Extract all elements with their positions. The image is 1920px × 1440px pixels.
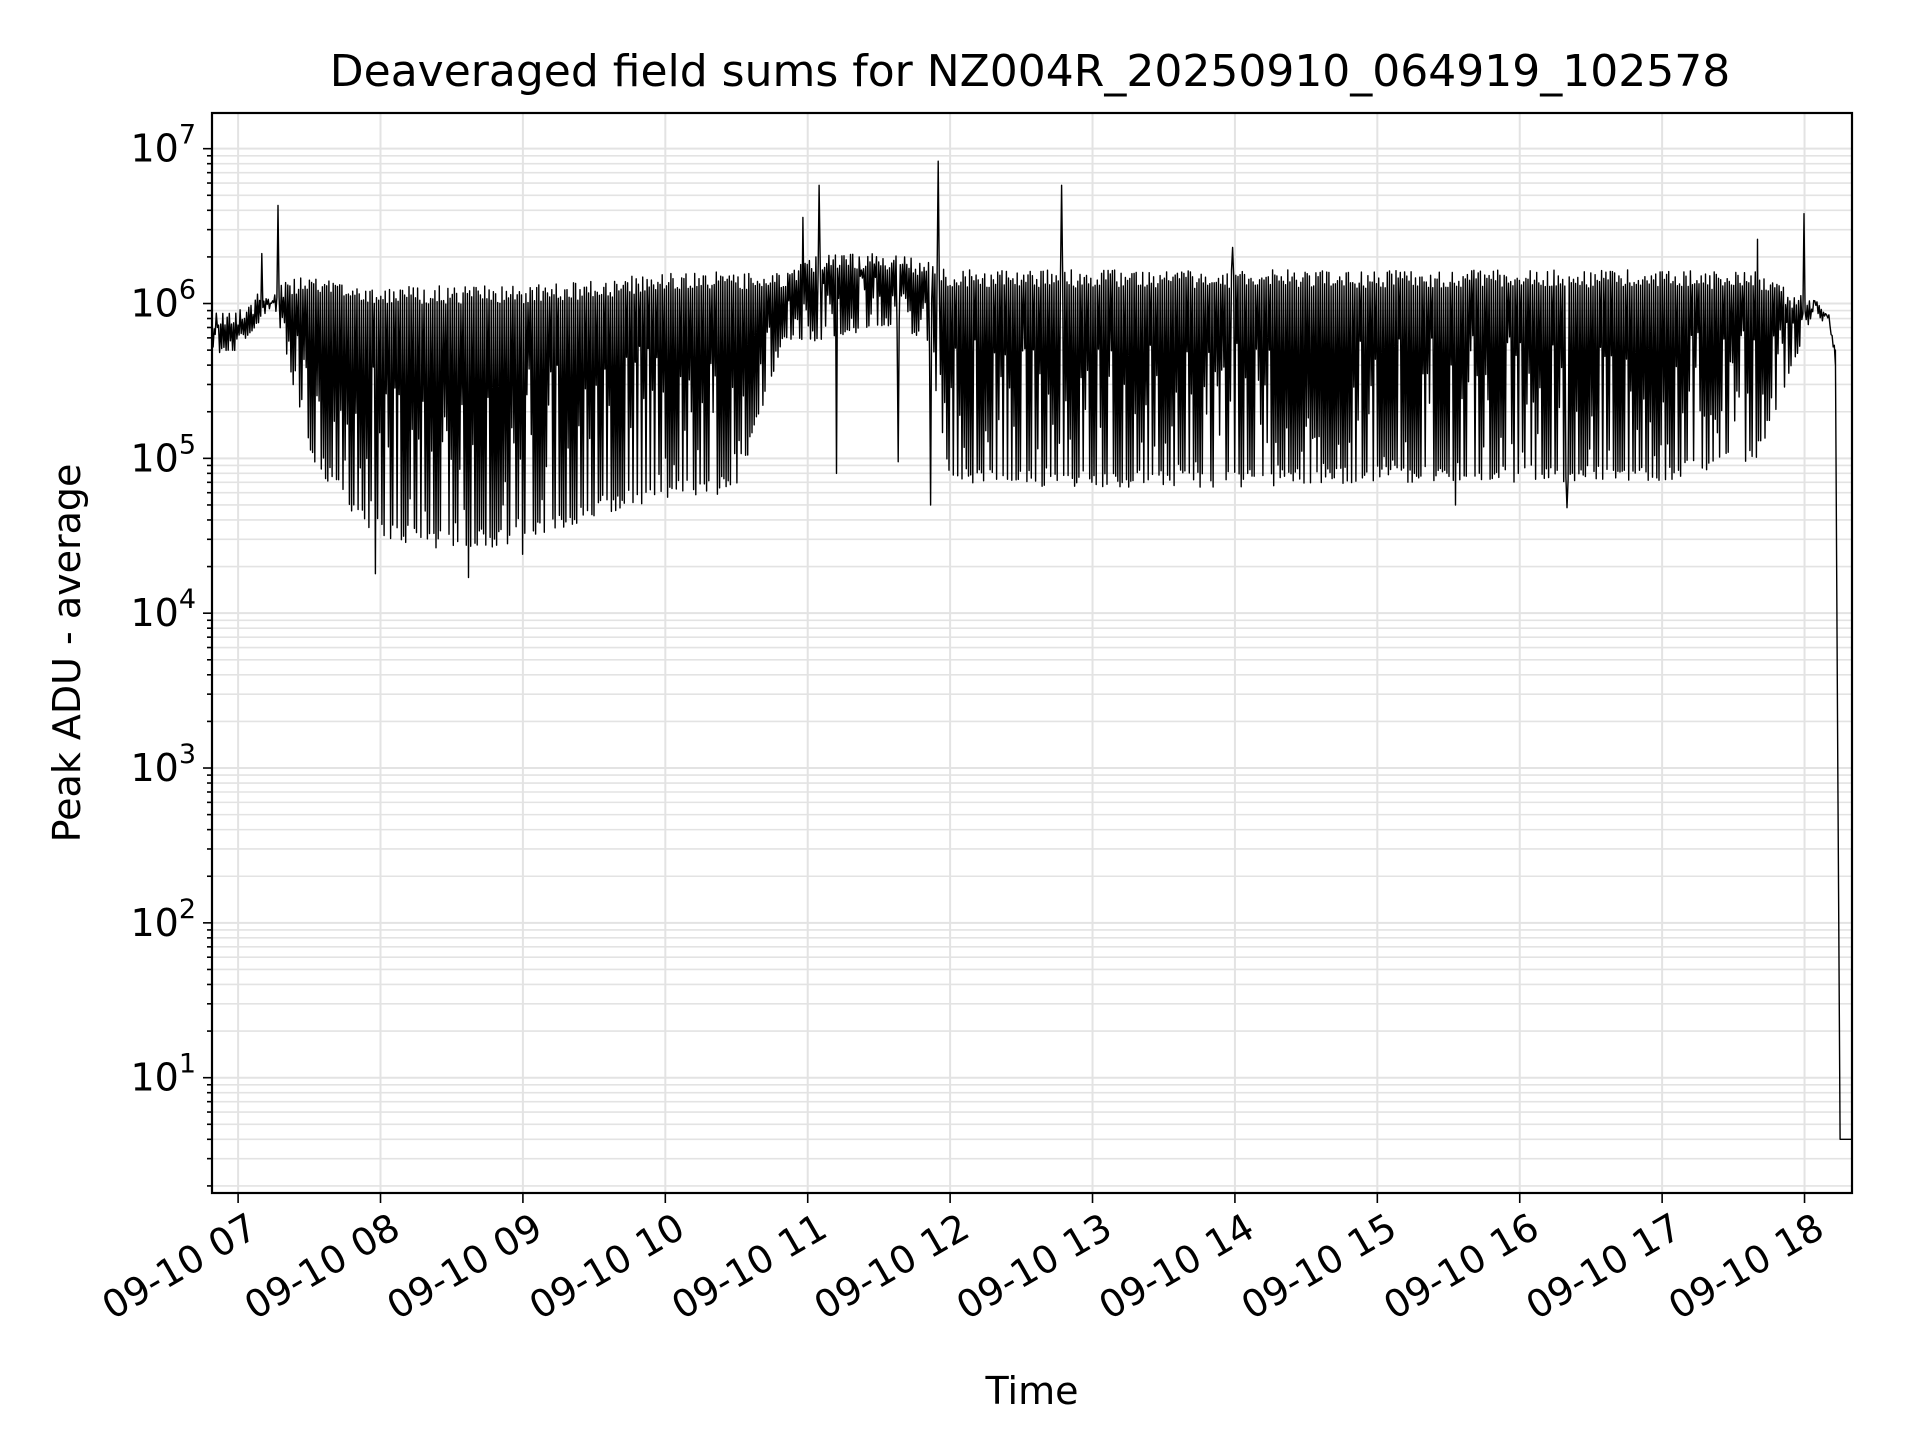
x-axis-label: Time [985,1369,1079,1413]
series-line [211,160,1852,1140]
plot-frame [210,111,1854,1195]
y-tick-label: 107 [130,120,196,171]
y-tick-label: 106 [130,275,196,326]
gridlines [212,113,1852,1193]
y-tick-label: 105 [130,429,196,480]
y-axis-ticks: 101 102 103 104 105 106 107 [130,120,212,1187]
y-tick-label: 104 [130,584,196,635]
y-tick-label: 102 [130,894,196,945]
y-axis-label: Peak ADU - average [45,464,89,843]
y-tick-label: 101 [130,1049,196,1100]
chart-title: Deaveraged field sums for NZ004R_2025091… [330,46,1730,97]
series-path [211,160,1852,1140]
y-tick-label: 103 [130,739,196,790]
